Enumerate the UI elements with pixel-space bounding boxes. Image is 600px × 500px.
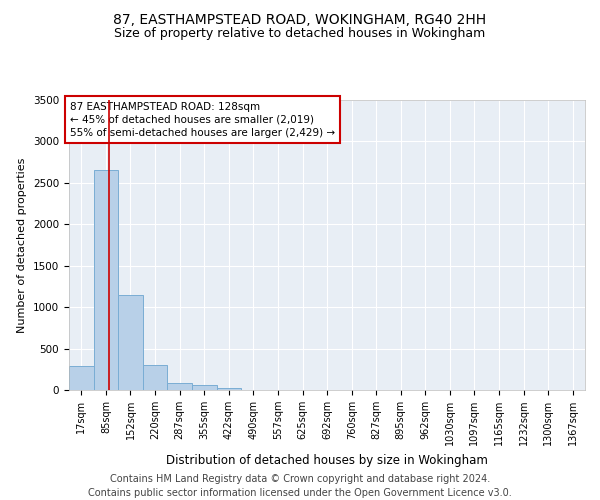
Bar	[167, 382, 192, 390]
Text: 87, EASTHAMPSTEAD ROAD, WOKINGHAM, RG40 2HH: 87, EASTHAMPSTEAD ROAD, WOKINGHAM, RG40 …	[113, 12, 487, 26]
Y-axis label: Number of detached properties: Number of detached properties	[17, 158, 28, 332]
Bar	[69, 366, 94, 390]
Text: 87 EASTHAMPSTEAD ROAD: 128sqm
← 45% of detached houses are smaller (2,019)
55% o: 87 EASTHAMPSTEAD ROAD: 128sqm ← 45% of d…	[70, 102, 335, 138]
X-axis label: Distribution of detached houses by size in Wokingham: Distribution of detached houses by size …	[166, 454, 488, 466]
Text: Size of property relative to detached houses in Wokingham: Size of property relative to detached ho…	[115, 28, 485, 40]
Bar	[143, 365, 167, 390]
Bar	[94, 170, 118, 390]
Bar	[192, 386, 217, 390]
Bar	[118, 294, 143, 390]
Text: Contains HM Land Registry data © Crown copyright and database right 2024.
Contai: Contains HM Land Registry data © Crown c…	[88, 474, 512, 498]
Bar	[217, 388, 241, 390]
